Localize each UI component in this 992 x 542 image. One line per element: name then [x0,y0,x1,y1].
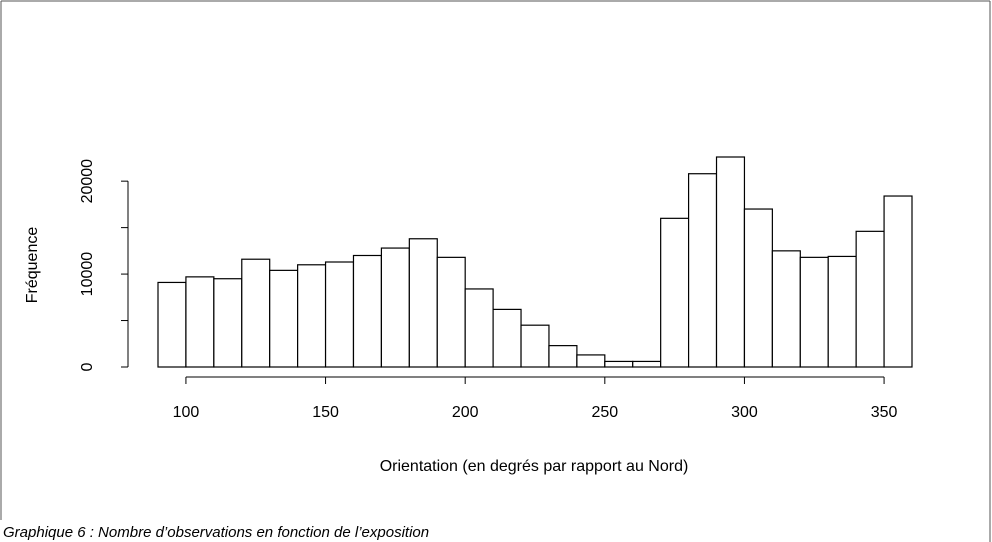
bar [855,230,885,368]
bar [492,308,522,368]
bar [213,278,243,368]
y-tick-label: 0 [79,362,96,371]
bar [632,360,662,368]
bar [269,269,299,368]
bar [548,345,578,368]
x-tick-label: 300 [731,404,758,421]
caption: Graphique 6 : Nombre d’observations en f… [3,524,429,541]
bar [297,264,327,368]
bar [157,281,187,368]
bar [799,256,829,368]
bar [185,276,215,368]
y-axis-label: Fréquence [24,227,41,304]
y-tick-label: 20000 [79,159,96,204]
x-tick-label: 150 [312,404,339,421]
bar [576,354,606,368]
bar [436,256,466,368]
bar [604,360,634,368]
bar [771,250,801,368]
y-tick-label: 10000 [79,252,96,297]
bar [324,261,355,368]
bar [827,255,857,368]
bar [380,247,410,368]
bar [715,156,746,368]
bar [687,173,718,368]
bar [743,208,773,368]
bar [464,288,494,368]
bar [241,258,271,368]
bar [352,254,383,368]
bar [408,238,438,368]
x-tick-label: 350 [871,404,898,421]
x-axis-label: Orientation (en degrés par rapport au No… [380,458,689,475]
bar [883,195,913,368]
bar [660,217,690,368]
bar [520,324,550,368]
x-tick-label: 100 [173,404,200,421]
x-tick-label: 200 [452,404,479,421]
x-tick-label: 250 [591,404,618,421]
